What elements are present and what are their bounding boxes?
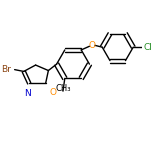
Text: Cl: Cl (143, 43, 152, 52)
Text: O: O (49, 88, 56, 97)
Text: O: O (89, 41, 96, 50)
Text: CH₃: CH₃ (55, 84, 71, 93)
Text: Br: Br (1, 65, 11, 74)
Text: N: N (24, 89, 31, 98)
